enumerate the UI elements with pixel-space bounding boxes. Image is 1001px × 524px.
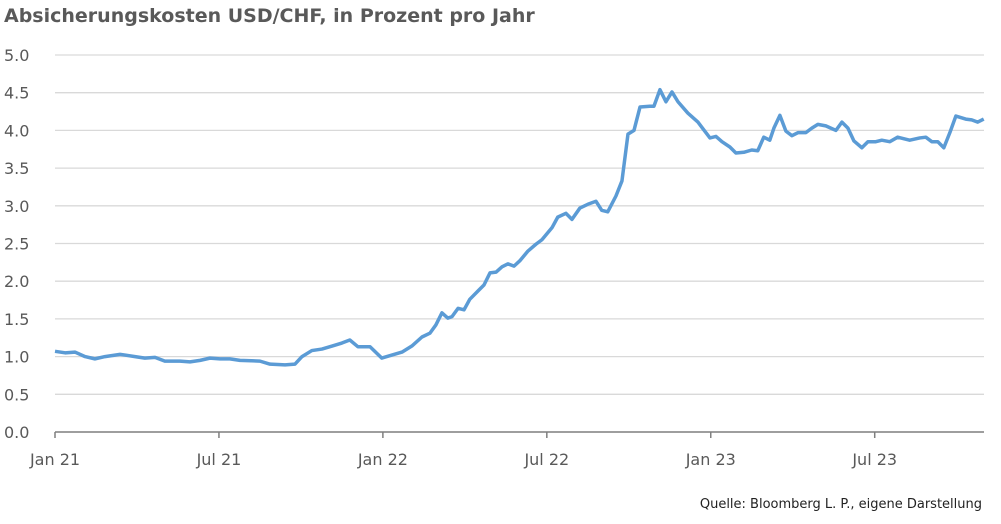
y-tick-label: 5.0	[4, 46, 29, 65]
x-tick-label: Jan 22	[357, 450, 408, 469]
y-tick-label: 4.0	[4, 121, 29, 140]
y-tick-label: 1.5	[4, 310, 29, 329]
y-tick-label: 3.0	[4, 197, 29, 216]
x-tick-label: Jul 23	[851, 450, 897, 469]
y-tick-label: 0.0	[4, 423, 29, 442]
source-note: Quelle: Bloomberg L. P., eigene Darstell…	[700, 497, 982, 512]
y-tick-label: 2.5	[4, 235, 29, 254]
x-tick-label: Jul 21	[196, 450, 242, 469]
y-tick-label: 0.5	[4, 385, 29, 404]
x-tick-label: Jan 21	[29, 450, 80, 469]
y-tick-label: 2.0	[4, 272, 29, 291]
y-tick-label: 1.0	[4, 348, 29, 367]
x-tick-label: Jan 23	[685, 450, 736, 469]
y-tick-label: 3.5	[4, 159, 29, 178]
y-tick-label: 4.5	[4, 84, 29, 103]
x-tick-label: Jul 22	[523, 450, 569, 469]
chart-title: Absicherungskosten USD/CHF, in Prozent p…	[4, 5, 535, 27]
data-line	[54, 87, 985, 367]
